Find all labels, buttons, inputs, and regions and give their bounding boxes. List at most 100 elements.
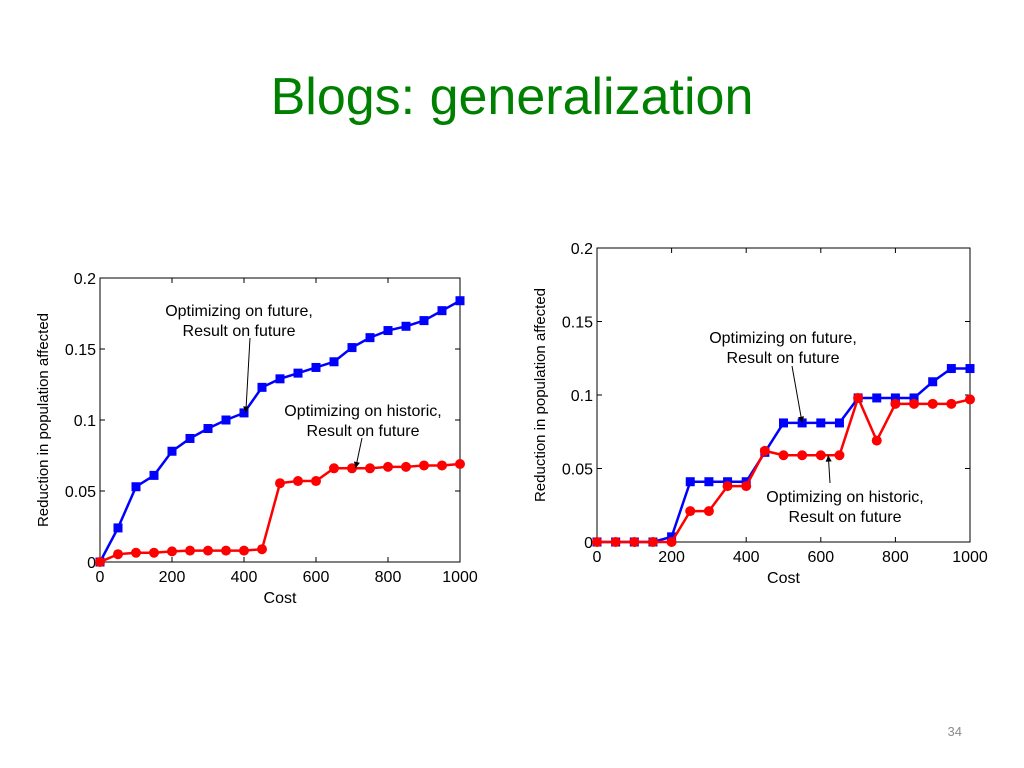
series-1-marker — [221, 415, 231, 425]
annotation-text: Optimizing on historic, — [284, 403, 441, 420]
x-tick-label: 200 — [159, 569, 186, 586]
series-1-marker — [419, 316, 429, 326]
x-tick-label: 400 — [733, 549, 760, 566]
annotation-arrowhead — [825, 455, 832, 462]
series-2-marker — [131, 547, 141, 558]
annotation-text: Result on future — [727, 350, 840, 367]
series-2-marker — [834, 450, 845, 461]
x-tick-label: 0 — [593, 549, 602, 566]
x-tick-label: 0 — [96, 569, 105, 586]
series-1-marker — [383, 326, 393, 336]
series-1-marker — [437, 306, 447, 316]
annotation-text: Result on future — [789, 509, 902, 526]
series-1-marker — [816, 418, 826, 428]
y-tick-label: 0 — [87, 555, 96, 572]
series-2-marker — [722, 481, 733, 492]
series-2-marker — [890, 398, 901, 409]
series-1-marker — [455, 296, 465, 306]
series-2-marker — [239, 545, 249, 556]
series-1-marker — [257, 382, 267, 392]
annotation-text: Result on future — [183, 323, 296, 340]
series-2-marker — [203, 545, 213, 556]
series-2-marker — [185, 545, 195, 556]
annotation-text: Optimizing on future, — [709, 330, 857, 347]
series-2-marker — [167, 546, 177, 557]
series-2-marker — [257, 544, 267, 555]
series-2-marker — [778, 450, 789, 461]
series-2-marker — [685, 506, 696, 517]
series-1-marker — [704, 477, 714, 487]
series-2-marker — [871, 435, 882, 446]
x-tick-label: 1000 — [952, 549, 988, 566]
series-2-marker — [149, 547, 159, 558]
plot-frame — [99, 277, 461, 563]
series-2-marker — [329, 463, 339, 474]
y-tick-label: 0.15 — [65, 342, 96, 359]
series-1-marker — [311, 362, 321, 372]
series-2-marker — [401, 461, 411, 472]
y-axis-label: Reduction in population affected — [35, 313, 52, 527]
series-2-marker — [95, 557, 105, 567]
series-2-marker — [647, 537, 658, 547]
y-axis-label: Reduction in population affected — [532, 288, 549, 502]
series-2-marker — [365, 463, 375, 474]
series-1-marker — [667, 532, 677, 542]
series-1-marker — [149, 470, 159, 480]
series-1-marker — [834, 418, 844, 428]
y-tick-label: 0 — [584, 535, 593, 552]
annotation-arrowhead — [243, 406, 250, 413]
series-2-marker — [455, 459, 465, 470]
x-tick-label: 600 — [303, 569, 330, 586]
annotation-text: Optimizing on historic, — [766, 489, 923, 506]
series-1-marker — [131, 482, 141, 492]
series-2-marker — [629, 537, 640, 547]
series-1-marker — [946, 364, 956, 374]
series-1-marker — [965, 364, 975, 374]
series-2-marker — [311, 476, 321, 487]
series-1-marker — [365, 333, 375, 343]
x-axis-label: Cost — [767, 570, 800, 587]
series-2-marker — [703, 506, 714, 517]
x-tick-label: 200 — [658, 549, 685, 566]
series-1-marker — [167, 446, 177, 456]
annotation-arrowhead — [798, 416, 805, 423]
y-tick-label: 0.1 — [74, 413, 96, 430]
series-1-marker — [928, 377, 938, 387]
series-2-marker — [293, 476, 303, 487]
plot-frame — [596, 247, 971, 543]
series-2-marker — [815, 450, 826, 461]
y-tick-label: 0.05 — [562, 462, 593, 479]
series-2-marker — [741, 481, 752, 492]
annotation-arrowhead — [353, 461, 360, 469]
y-tick-label: 0.1 — [571, 388, 593, 405]
series-1-marker — [872, 393, 882, 403]
x-axis-label: Cost — [264, 590, 297, 607]
annotation-text: Optimizing on future, — [165, 303, 313, 320]
series-1-marker — [329, 357, 339, 367]
series-1-marker — [890, 393, 900, 403]
x-tick-label: 400 — [231, 569, 258, 586]
y-tick-label: 0.15 — [562, 315, 593, 332]
series-2-marker — [797, 450, 808, 461]
series-2-marker — [347, 463, 357, 474]
series-1-marker — [909, 393, 919, 403]
series-2-marker — [113, 549, 123, 560]
series-2-marker — [419, 460, 429, 471]
series-1-marker — [347, 343, 357, 353]
series-1-marker — [203, 424, 213, 434]
y-tick-label: 0.2 — [74, 271, 96, 288]
series-2-marker — [965, 394, 975, 405]
x-tick-label: 800 — [882, 549, 909, 566]
x-tick-label: 800 — [375, 569, 402, 586]
series-1-marker — [293, 368, 303, 378]
y-tick-label: 0.05 — [65, 484, 96, 501]
x-tick-label: 1000 — [442, 569, 478, 586]
series-1-marker — [275, 374, 285, 384]
series-2-marker — [275, 478, 285, 489]
series-1-marker — [685, 477, 695, 487]
series-2-marker — [592, 537, 602, 547]
series-2-marker — [759, 445, 770, 456]
series-2-marker — [383, 461, 393, 472]
